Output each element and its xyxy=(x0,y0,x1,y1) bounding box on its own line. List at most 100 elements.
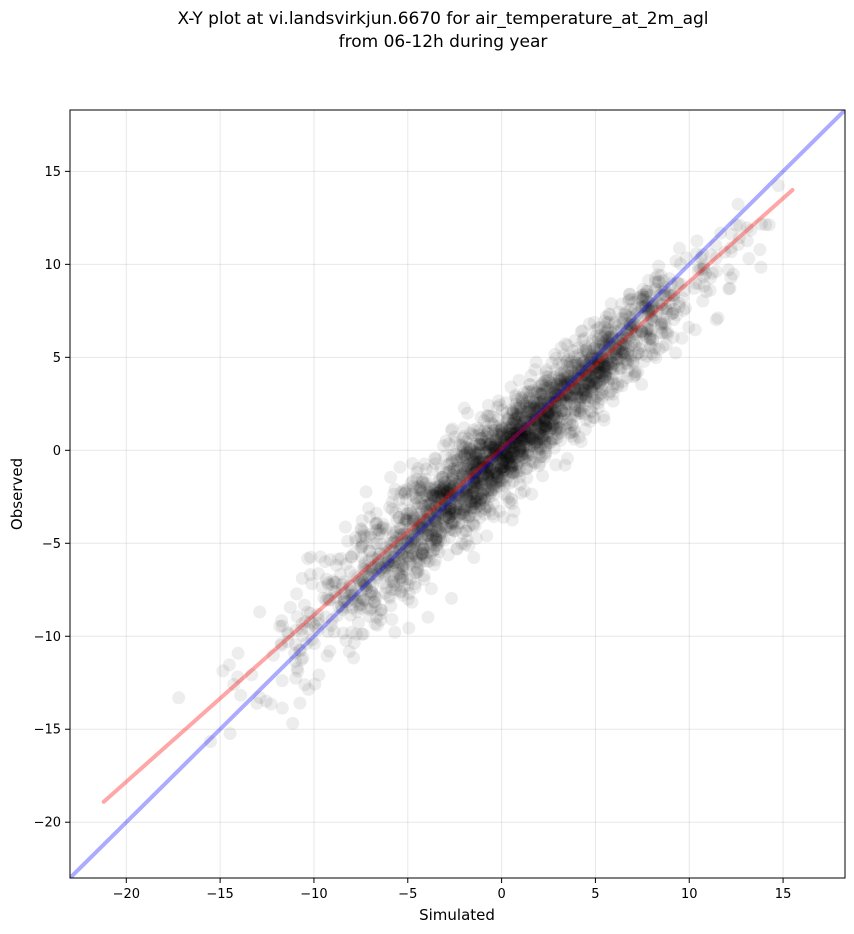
data-point xyxy=(490,446,504,460)
data-point xyxy=(628,338,642,352)
data-point xyxy=(635,324,649,338)
data-point xyxy=(505,436,519,450)
data-point xyxy=(434,524,448,538)
data-point xyxy=(443,502,457,516)
data-point xyxy=(499,451,513,465)
data-point xyxy=(520,438,534,452)
data-point xyxy=(511,423,525,437)
data-point xyxy=(459,524,473,538)
data-point xyxy=(457,508,471,522)
data-point xyxy=(584,353,598,367)
data-point xyxy=(521,405,534,419)
data-point xyxy=(445,484,459,498)
data-point xyxy=(573,407,587,421)
data-point xyxy=(518,424,532,438)
data-point xyxy=(307,637,321,651)
data-point xyxy=(375,527,389,541)
data-point xyxy=(576,333,590,347)
data-point xyxy=(349,534,363,548)
data-point xyxy=(541,407,555,421)
data-point xyxy=(478,507,492,521)
data-point xyxy=(480,461,494,474)
data-point xyxy=(553,370,566,384)
data-point xyxy=(550,388,564,402)
data-point xyxy=(554,341,568,355)
data-point xyxy=(466,458,480,471)
data-point xyxy=(446,507,460,521)
data-point xyxy=(456,526,469,540)
data-point xyxy=(421,528,435,542)
data-point xyxy=(438,504,452,518)
data-point xyxy=(579,365,593,379)
data-point xyxy=(359,581,373,595)
data-point xyxy=(458,487,472,501)
data-point xyxy=(604,345,618,359)
data-point xyxy=(458,497,472,511)
data-point xyxy=(515,421,529,435)
data-point xyxy=(594,365,607,379)
data-point xyxy=(461,459,475,473)
data-point xyxy=(649,351,663,365)
data-point xyxy=(490,443,504,457)
data-point xyxy=(415,497,429,511)
data-point xyxy=(474,454,488,468)
data-point xyxy=(488,420,502,434)
data-point xyxy=(418,457,431,471)
data-point xyxy=(474,441,488,455)
data-point xyxy=(433,486,447,500)
data-point xyxy=(599,334,613,348)
data-point xyxy=(584,379,598,393)
data-point xyxy=(541,399,555,413)
data-point xyxy=(480,430,494,444)
data-point xyxy=(589,376,603,390)
data-point xyxy=(620,317,634,331)
data-point xyxy=(369,562,383,576)
data-point xyxy=(628,365,642,379)
data-point xyxy=(504,428,518,442)
data-point xyxy=(570,371,584,385)
data-point xyxy=(482,465,496,478)
data-point xyxy=(558,379,572,393)
data-point xyxy=(397,512,411,526)
data-point xyxy=(393,543,406,557)
data-point xyxy=(482,462,496,475)
data-point xyxy=(496,471,510,485)
data-point xyxy=(502,448,516,461)
data-point xyxy=(655,316,669,330)
data-point xyxy=(353,601,367,615)
data-point xyxy=(514,426,528,440)
data-point xyxy=(485,477,499,490)
data-point xyxy=(460,487,473,501)
data-point xyxy=(545,403,559,417)
data-point xyxy=(595,383,609,397)
data-point xyxy=(426,488,440,502)
data-point xyxy=(444,486,458,500)
data-point xyxy=(549,351,563,365)
data-point xyxy=(478,446,492,460)
data-point xyxy=(445,591,458,605)
data-point xyxy=(413,520,427,534)
data-point xyxy=(628,302,642,316)
data-point xyxy=(507,504,521,518)
data-point xyxy=(611,342,625,356)
data-point xyxy=(497,460,511,474)
data-point xyxy=(603,330,617,344)
data-point xyxy=(342,645,356,658)
data-point xyxy=(491,440,505,454)
data-point xyxy=(415,475,429,489)
data-point xyxy=(570,369,584,383)
data-point xyxy=(555,403,569,417)
data-point xyxy=(414,522,428,536)
data-point xyxy=(423,521,437,535)
data-point xyxy=(431,474,445,488)
data-point xyxy=(615,342,629,356)
data-point xyxy=(480,529,494,543)
data-point xyxy=(549,432,562,446)
data-point xyxy=(597,365,611,379)
data-point xyxy=(507,428,521,442)
data-point xyxy=(582,381,596,394)
data-point xyxy=(659,326,672,340)
data-point xyxy=(379,559,392,573)
data-point xyxy=(472,428,486,442)
data-point xyxy=(754,260,768,274)
